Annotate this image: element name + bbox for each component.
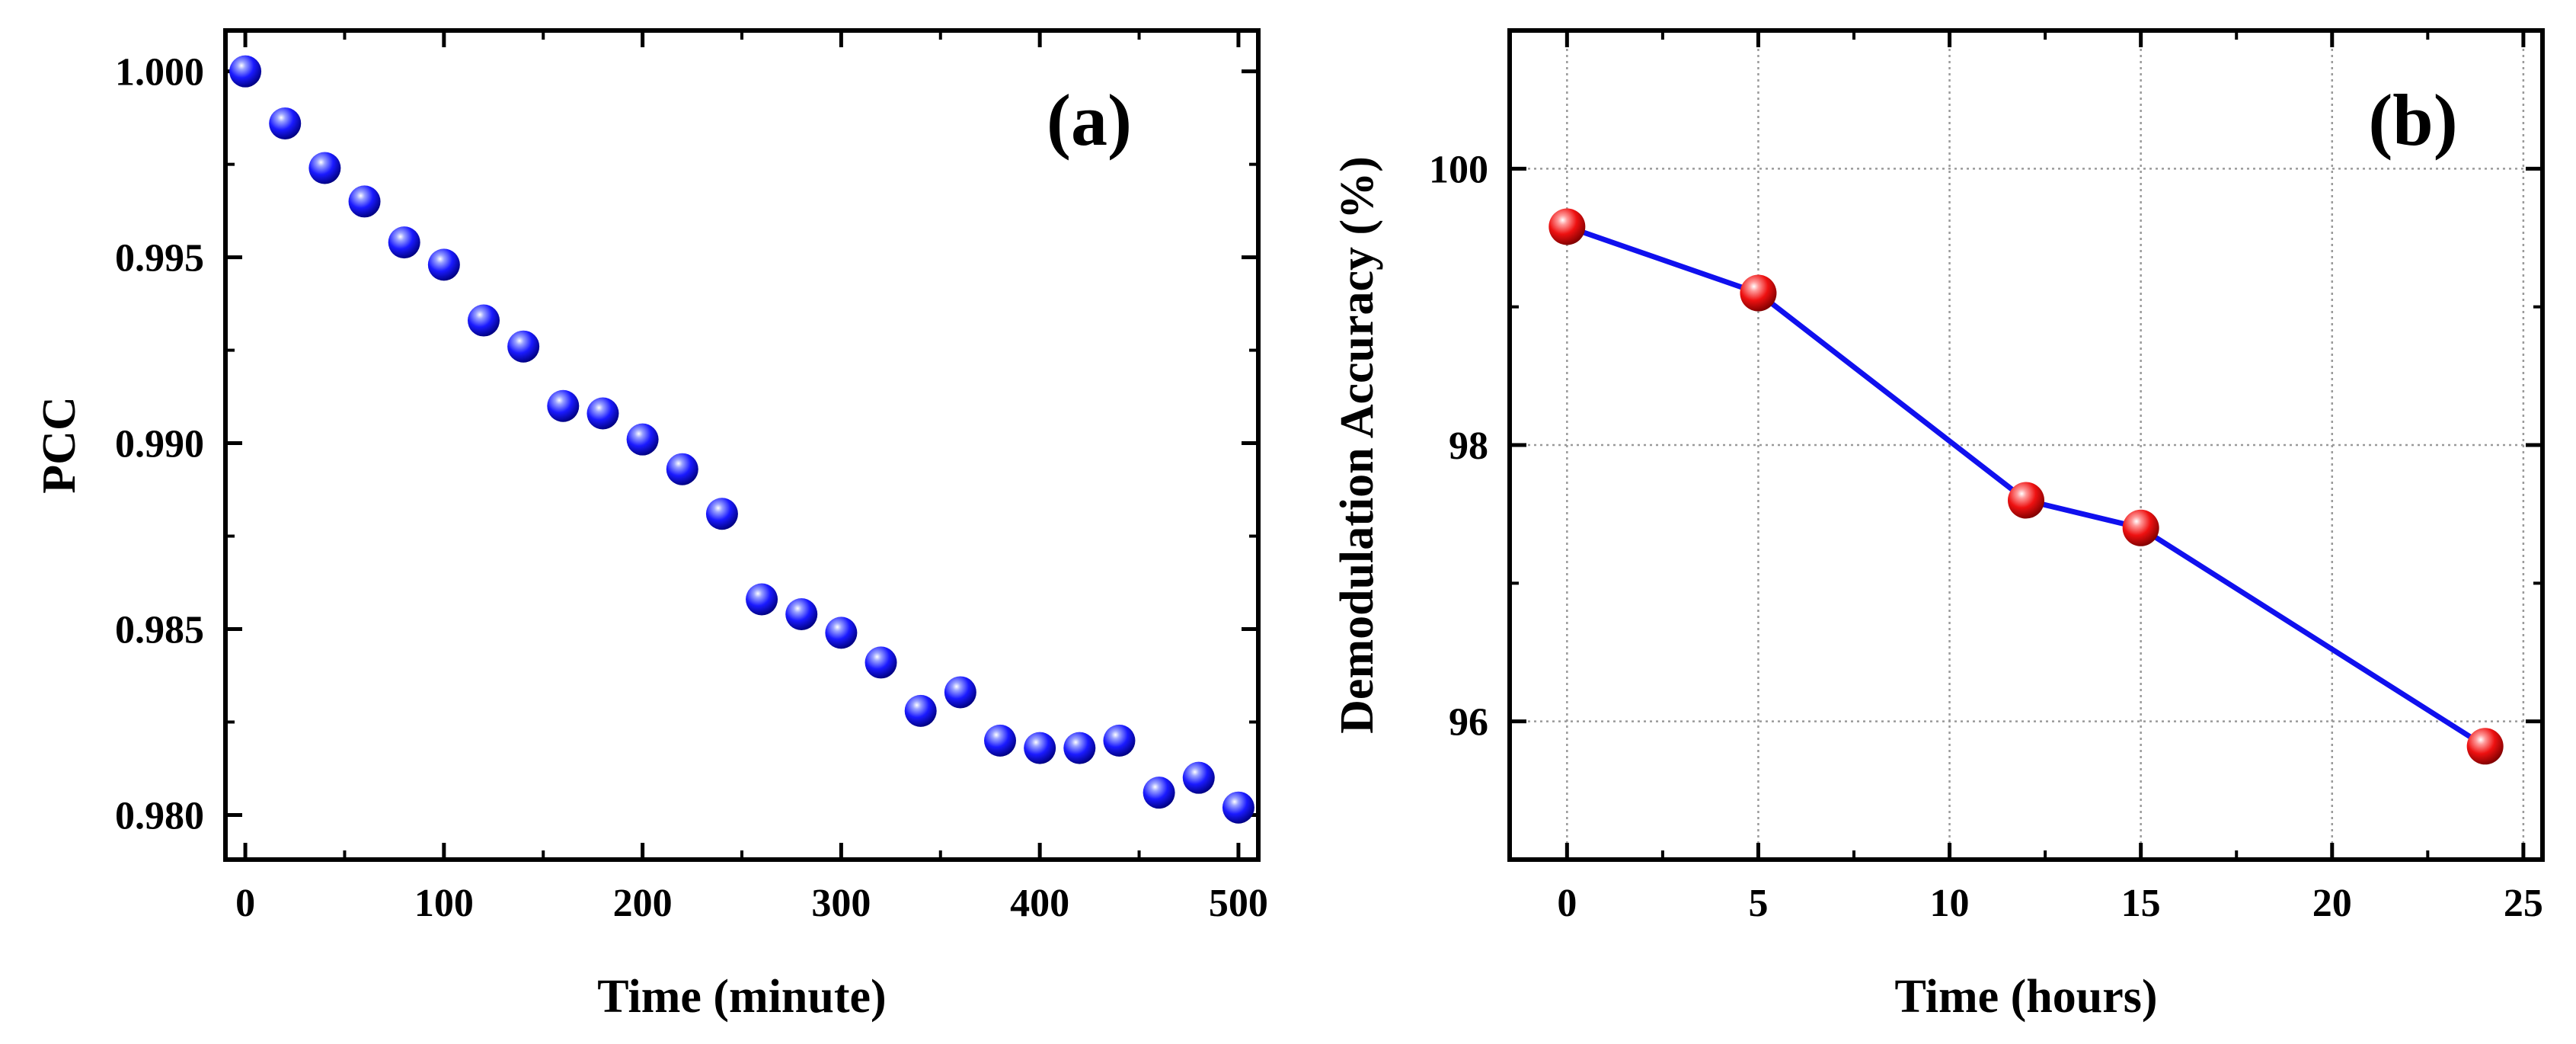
panel-b-tick-labels: 0 5 10 15 20 25 96 98 100 [1429, 148, 2543, 925]
panel-b-data-point [2008, 482, 2044, 519]
panel-a-ticks [225, 30, 1258, 860]
panel-a-data-point [1103, 724, 1136, 757]
panel-a-data-point [229, 55, 262, 88]
panel-b-x-tick-label: 20 [2312, 882, 2352, 925]
panel-a-data-point [1222, 791, 1254, 824]
panel-a-y-axis-title: PCC [34, 396, 85, 493]
panel-a-x-axis-title: Time (minute) [597, 971, 886, 1023]
panel-b-data-point [2466, 728, 2504, 765]
panel-b-x-axis-title: Time (hours) [1894, 971, 2157, 1023]
panel-a-data-point [944, 676, 976, 709]
panel-a: 0 100 200 300 400 500 0.980 0.985 0.990 0.995 1.00… [34, 28, 1268, 1023]
panel-a-y-tick-label: 1.000 [115, 51, 204, 94]
panel-a-data-point [348, 185, 381, 218]
panel-a-x-tick-label: 100 [414, 882, 474, 925]
panel-a-data-point [1063, 732, 1096, 764]
panel-a-data-point [865, 646, 897, 679]
panel-a-label: (a) [1047, 79, 1132, 161]
panel-a-data-point [586, 397, 619, 430]
panel-a-data-point [984, 724, 1016, 757]
panel-a-data-point [1182, 761, 1215, 794]
panel-b-y-tick-label: 100 [1429, 148, 1488, 191]
panel-a-data-point [269, 107, 302, 139]
panel-a-data-point [785, 597, 818, 630]
panel-a-y-tick-label: 0.985 [115, 609, 204, 652]
panel-a-data-point [308, 152, 341, 184]
panel-b-y-tick-label: 96 [1449, 701, 1488, 745]
panel-a-data-point [427, 248, 460, 281]
panel-a-data-point [904, 694, 937, 727]
panel-a-data-point [626, 423, 659, 456]
panel-a-x-tick-label: 400 [1010, 882, 1069, 925]
panel-a-y-tick-label: 0.980 [115, 794, 204, 837]
panel-a-data-point [507, 330, 540, 363]
panel-a-points [229, 55, 1254, 824]
panel-a-data-point [468, 304, 500, 337]
panel-b-data-point [1548, 208, 1586, 245]
panel-b: 0 5 10 15 20 25 96 98 100 (b) Time (hours) Demod… [1331, 28, 2545, 1023]
panel-b-x-tick-label: 10 [1930, 882, 1970, 925]
panel-a-y-tick-label: 0.995 [115, 237, 204, 280]
panel-b-x-tick-label: 25 [2504, 882, 2543, 925]
panel-b-x-tick-label: 15 [2121, 882, 2161, 925]
panel-a-x-tick-label: 200 [613, 882, 673, 925]
panel-a-x-tick-label: 0 [235, 882, 255, 925]
panel-a-frame [223, 28, 1261, 862]
panel-b-data-point [2122, 509, 2159, 546]
panel-a-y-tick-label: 0.990 [115, 423, 204, 466]
panel-b-label: (b) [2368, 79, 2457, 161]
panel-b-x-tick-label: 0 [1557, 882, 1577, 925]
panel-a-data-point [746, 583, 778, 616]
panel-b-y-axis-title: Demodulation Accuracy (%) [1331, 156, 1383, 734]
panel-b-x-tick-label: 5 [1748, 882, 1768, 925]
panel-a-data-point [388, 226, 420, 259]
panel-a-data-point [1143, 777, 1175, 809]
panel-a-data-point [705, 498, 738, 530]
panel-b-data-point [1740, 274, 1777, 312]
panel-a-data-point [666, 453, 698, 485]
panel-b-y-tick-label: 98 [1449, 424, 1488, 468]
panel-a-data-point [825, 616, 858, 649]
panel-a-x-tick-label: 300 [811, 882, 871, 925]
panel-a-data-point [1024, 732, 1056, 764]
panel-a-data-point [547, 389, 580, 422]
panel-b-frame [1507, 28, 2545, 862]
panel-b-grid [1510, 30, 2542, 860]
panel-b-points [1548, 208, 2504, 765]
panel-a-x-tick-label: 500 [1209, 882, 1268, 925]
panel-b-ticks [1510, 30, 2542, 860]
panel-a-tick-labels: 0 100 200 300 400 500 0.980 0.985 0.990 0.995 1.00… [115, 51, 1268, 925]
